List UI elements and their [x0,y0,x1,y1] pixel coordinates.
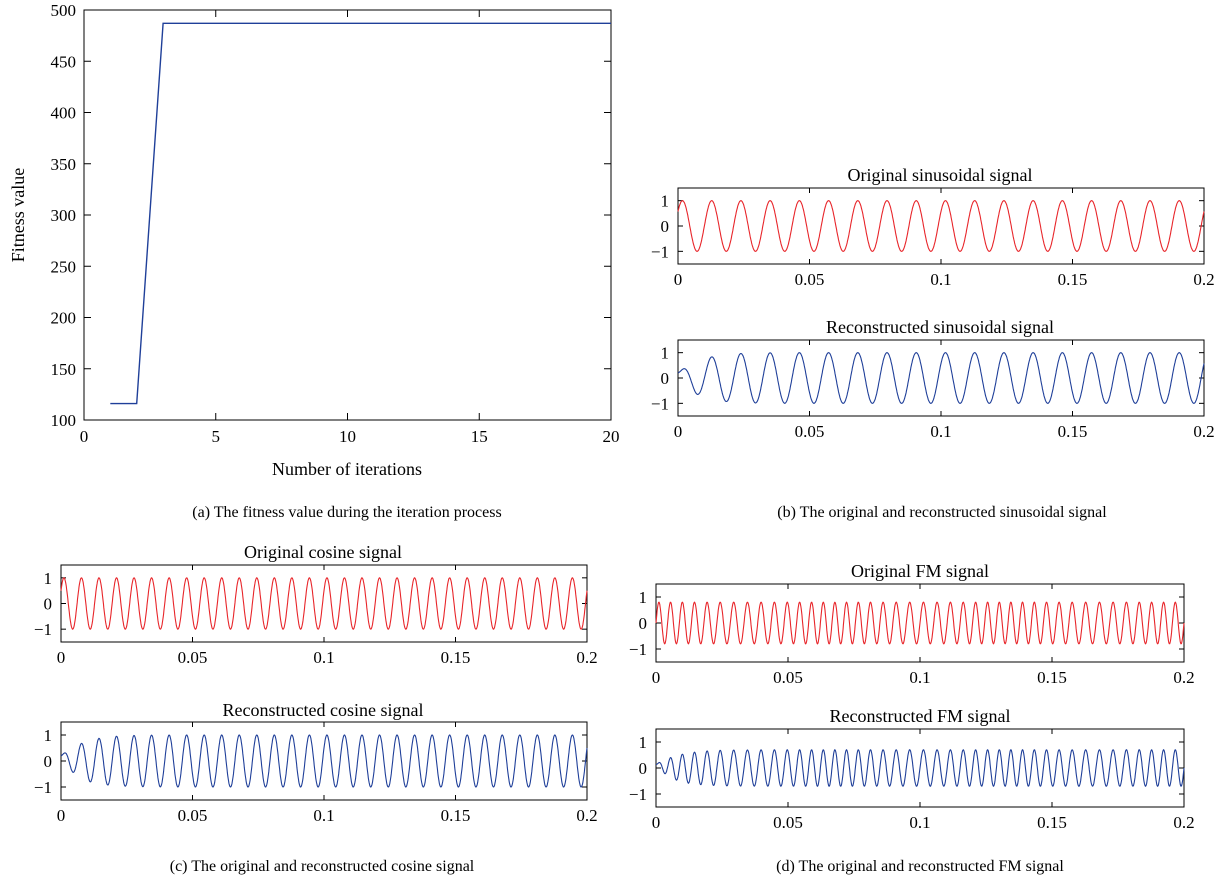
sin-original-xtick-label: 0.2 [1193,270,1214,289]
cos-reconstructed-xtick-label: 0.05 [178,806,208,825]
cos-reconstructed-xtick-label: 0 [57,806,66,825]
fm-reconstructed-xtick-label: 0.1 [909,813,930,832]
cos-reconstructed-xtick-label: 0.1 [313,806,334,825]
caption-d: (d) The original and reconstructed FM si… [776,858,1064,875]
fm-original-ytick-label: 1 [639,588,648,607]
sin-reconstructed-ytick-label: −1 [651,394,669,413]
cos-reconstructed-xtick-label: 0.2 [576,806,597,825]
fm-original-xtick-label: 0.1 [909,668,930,687]
cos-original-xtick-label: 0.05 [178,648,208,667]
fm-reconstructed-xtick-label: 0 [652,813,661,832]
fitness-xtick-label: 0 [80,427,89,446]
caption-a: (a) The fitness value during the iterati… [192,504,501,521]
fm-reconstructed-xtick-label: 0.15 [1037,813,1067,832]
fitness-ytick-label: 250 [51,257,77,276]
cos-reconstructed-signal-line [60,734,588,788]
cos-original-ytick-label: −1 [34,620,52,639]
sin-original-ytick-label: −1 [651,242,669,261]
cos-reconstructed-frame [60,721,588,801]
fm-reconstructed-ytick-label: 0 [639,759,648,778]
cos-reconstructed-ytick-label: 1 [44,726,53,745]
fitness-ytick-label: 500 [51,1,77,20]
fm-reconstructed-xtick-label: 0.05 [773,813,803,832]
panel-title-sin-reconstructed: Reconstructed sinusoidal signal [826,317,1054,337]
sin-original-signal-line [677,200,1205,252]
fm-original-signal-line [655,601,1185,645]
cos-original-xtick-label: 0.2 [576,648,597,667]
cos-original-xtick-label: 0 [57,648,66,667]
fitness-ytick-label: 100 [51,411,77,430]
fitness-series-line [110,22,611,405]
cos-reconstructed-ytick-label: 0 [44,752,53,771]
fitness-ytick-label: 200 [51,309,77,328]
caption-c: (c) The original and reconstructed cosin… [170,858,475,875]
cos-original-signal-line [60,577,588,630]
fitness-ytick-label: 450 [51,52,77,71]
sin-reconstructed-xtick-label: 0.05 [795,422,825,441]
fitness-xtick-label: 10 [339,427,356,446]
panel-title-cos-original: Original cosine signal [244,542,402,562]
panel-title-sin-original: Original sinusoidal signal [848,165,1033,185]
sin-reconstructed-frame [677,339,1205,417]
fm-original-xtick-label: 0.05 [773,668,803,687]
fm-original-ytick-label: −1 [629,640,647,659]
cos-original-frame [60,564,588,643]
fitness-xtick-label: 15 [471,427,488,446]
fm-reconstructed-ytick-label: −1 [629,785,647,804]
fitness-ytick-label: 300 [51,206,77,225]
fm-reconstructed-xtick-label: 0.2 [1173,813,1194,832]
fm-original-xtick-label: 0.15 [1037,668,1067,687]
sin-original-xtick-label: 0.05 [795,270,825,289]
fitness-ytick-label: 150 [51,360,77,379]
cos-reconstructed-xtick-label: 0.15 [441,806,471,825]
panel-title-fm-reconstructed: Reconstructed FM signal [830,706,1011,726]
fm-reconstructed-signal-line [656,748,1185,788]
sin-reconstructed-xtick-label: 0 [674,422,683,441]
sin-original-xtick-label: 0.15 [1058,270,1088,289]
sin-original-xtick-label: 0.1 [930,270,951,289]
panel-title-cos-reconstructed: Reconstructed cosine signal [223,700,424,720]
cos-original-xtick-label: 0.15 [441,648,471,667]
fitness-xtick-label: 20 [603,427,620,446]
fitness-ylabel: Fitness value [8,168,28,263]
fitness-xtick-label: 5 [212,427,221,446]
fitness-ytick-label: 350 [51,155,77,174]
sin-reconstructed-xtick-label: 0.2 [1193,422,1214,441]
fitness-xlabel: Number of iterations [272,459,422,479]
cos-original-ytick-label: 1 [44,569,53,588]
fm-original-xtick-label: 0.2 [1173,668,1194,687]
sin-reconstructed-ytick-label: 0 [661,369,670,388]
cos-original-xtick-label: 0.1 [313,648,334,667]
fitness-plot-frame [83,9,612,421]
sin-original-xtick-label: 0 [674,270,683,289]
cos-reconstructed-ytick-label: −1 [34,778,52,797]
sin-reconstructed-xtick-label: 0.15 [1058,422,1088,441]
sin-reconstructed-signal-line [677,352,1205,404]
panel-title-fm-original: Original FM signal [851,561,989,581]
sin-reconstructed-ytick-label: 1 [661,344,670,363]
cos-original-ytick-label: 0 [44,595,53,614]
sin-original-ytick-label: 1 [661,192,670,211]
fm-original-xtick-label: 0 [652,668,661,687]
sin-reconstructed-xtick-label: 0.1 [930,422,951,441]
caption-b: (b) The original and reconstructed sinus… [777,504,1107,521]
fm-original-ytick-label: 0 [639,614,648,633]
fitness-ytick-label: 400 [51,104,77,123]
sin-original-frame [677,187,1205,265]
sin-original-ytick-label: 0 [661,217,670,236]
fm-reconstructed-ytick-label: 1 [639,733,648,752]
